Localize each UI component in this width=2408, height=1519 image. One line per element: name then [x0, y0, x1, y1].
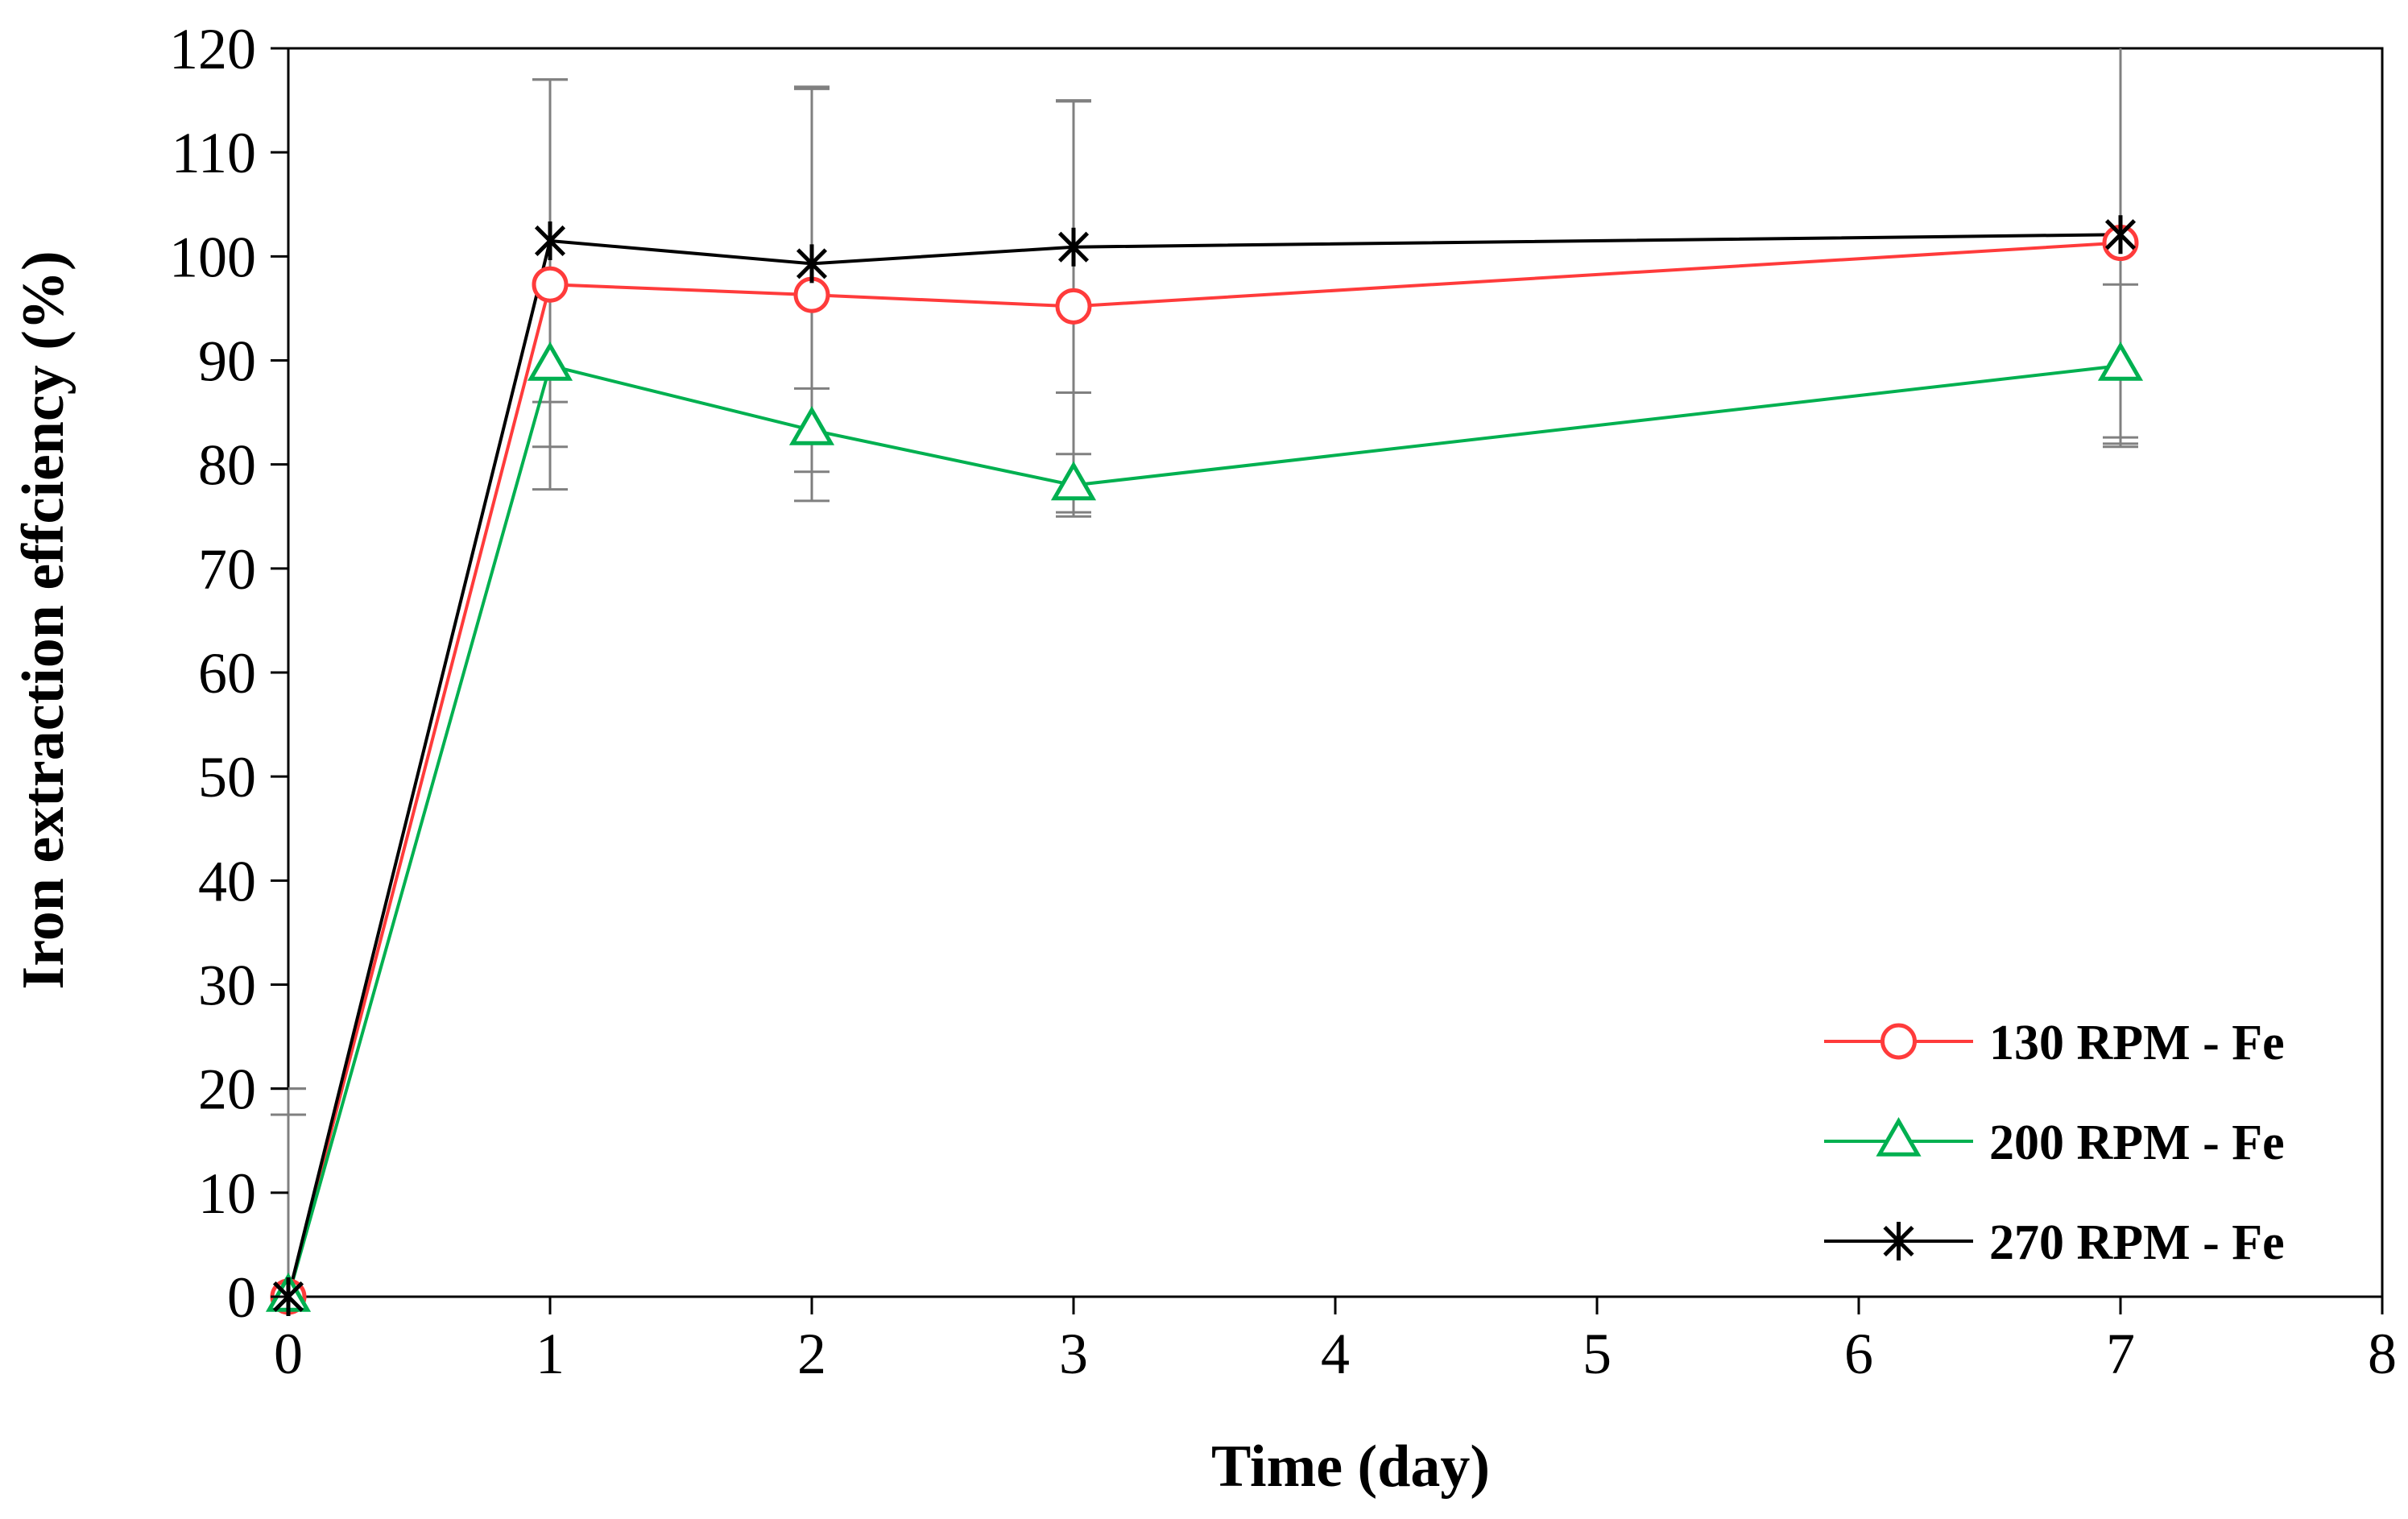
y-tick-label: 100: [169, 225, 256, 289]
data-point-1: [793, 276, 830, 313]
y-axis-title: Iron extraction effciency (%): [10, 250, 77, 989]
x-tick-label: 5: [1583, 1322, 1612, 1386]
x-tick-label: 2: [797, 1322, 826, 1386]
data-point-3: [796, 244, 828, 284]
x-tick-label: 4: [1321, 1322, 1350, 1386]
legend-label: 130 RPM - Fe: [1989, 1016, 2285, 1070]
x-tick-label: 3: [1059, 1322, 1088, 1386]
x-tick-label: 8: [2368, 1322, 2397, 1386]
legend-label: 200 RPM - Fe: [1989, 1115, 2285, 1170]
y-tick-label: 0: [227, 1265, 256, 1330]
data-point-3: [1057, 227, 1090, 267]
series-lines: [287, 233, 2121, 1298]
data-point-1: [532, 266, 569, 303]
x-tick-label: 7: [2106, 1322, 2135, 1386]
x-tick-label: 0: [274, 1322, 303, 1386]
data-point-3: [2104, 215, 2137, 255]
data-point-2: [527, 341, 573, 381]
data-point-2: [788, 406, 835, 445]
legend-item-1: 130 RPM - Fe: [1824, 1016, 2285, 1070]
legend-item-3: 270 RPM - Fe: [1824, 1215, 2285, 1270]
data-point-1: [1055, 288, 1092, 325]
tick-labels: 0 10 20 30 40 50 60 70 80 90 100 110 120 0 1 2 3 4 5 6 7 8: [169, 17, 2397, 1386]
y-tick-label: 30: [198, 954, 256, 1018]
data-point-2: [2097, 341, 2144, 381]
series-markers: [265, 215, 2144, 1316]
y-tick-label: 60: [198, 641, 256, 706]
data-point-2: [1050, 461, 1097, 501]
legend-item-2: 200 RPM - Fe: [1824, 1115, 2285, 1170]
y-tick-label: 50: [198, 745, 256, 809]
legend-marker: [1883, 1222, 1914, 1260]
y-tick-label: 40: [198, 849, 256, 913]
x-axis-title: Time (day): [1211, 1434, 1490, 1500]
data-point-3: [534, 221, 566, 260]
series-line-2: [287, 363, 2121, 1298]
x-tick-label: 6: [1844, 1322, 1873, 1386]
axes: [271, 47, 2384, 1314]
y-tick-label: 110: [172, 121, 256, 185]
y-tick-label: 120: [169, 17, 256, 81]
y-tick-label: 20: [198, 1058, 256, 1122]
legend-marker: [1876, 1116, 1922, 1157]
y-tick-label: 70: [198, 537, 256, 602]
legend-label: 270 RPM - Fe: [1989, 1215, 2285, 1270]
series-line-3: [287, 233, 2121, 1298]
y-tick-label: 10: [198, 1161, 256, 1226]
legend: 130 RPM - Fe 200 RPM - Fe 270 RPM - Fe: [1824, 1016, 2285, 1270]
legend-marker: [1880, 1023, 1917, 1060]
y-tick-label: 80: [198, 433, 256, 498]
y-tick-label: 90: [198, 329, 256, 394]
x-tick-label: 1: [536, 1322, 565, 1386]
